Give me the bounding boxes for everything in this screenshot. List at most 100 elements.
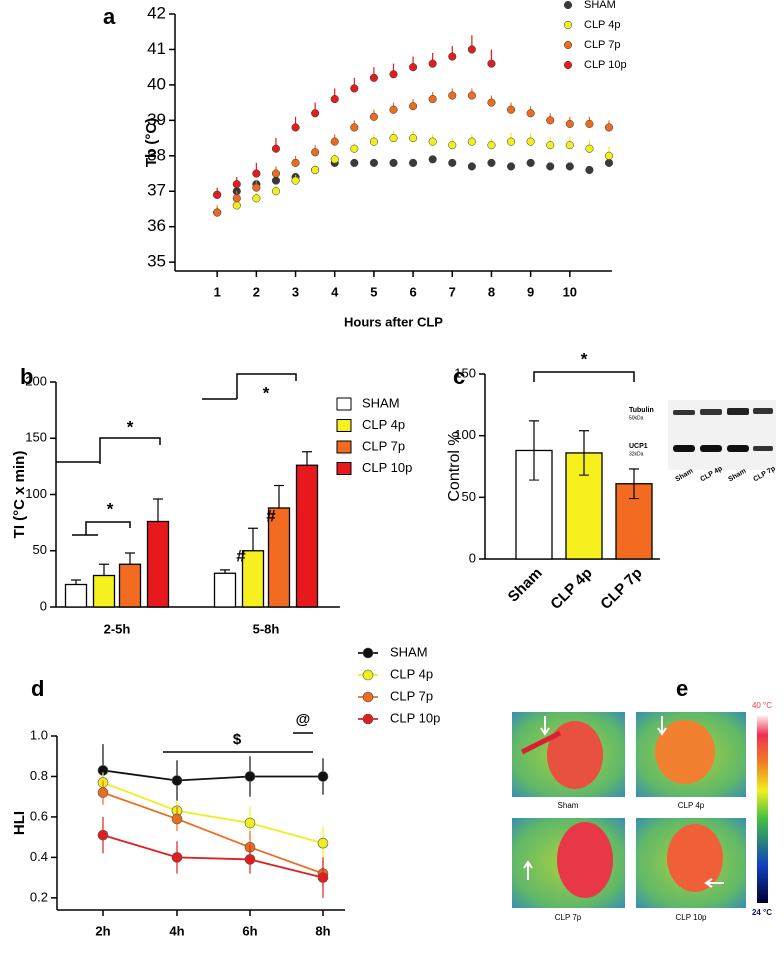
data-point	[252, 169, 261, 178]
x-tick-label: 6h	[242, 923, 257, 938]
image-caption: CLP 10p	[676, 913, 708, 922]
blot-lane-label: Sham	[727, 468, 747, 484]
y-tick-label: 100	[25, 486, 47, 501]
data-point	[213, 190, 222, 199]
y-tick-label: 200	[25, 373, 47, 388]
annotation: *	[107, 499, 114, 518]
data-point	[369, 137, 378, 146]
data-point	[350, 144, 359, 153]
annotation: *	[263, 383, 270, 402]
y-axis-title: Tb (°C)	[143, 118, 160, 167]
data-point	[369, 73, 378, 82]
y-tick-label: 150	[25, 430, 47, 445]
y-tick-label: 50	[462, 489, 476, 504]
thermal-subject	[667, 824, 723, 892]
x-tick-label: 8	[488, 284, 495, 299]
x-tick-label: 7	[449, 284, 456, 299]
data-point	[330, 137, 339, 146]
data-point	[389, 158, 398, 167]
y-tick-label: 37	[147, 181, 166, 200]
data-point	[244, 771, 256, 782]
data-point	[428, 95, 437, 104]
data-point	[546, 162, 555, 171]
blot-band	[753, 446, 773, 451]
x-tick-label: 6	[409, 284, 416, 299]
y-tick-label: 150	[454, 365, 476, 380]
thermal-subject	[655, 720, 715, 784]
blot-weight-label: 32kDa	[629, 451, 644, 457]
data-point	[252, 183, 261, 192]
western-blot: Tubulin 50kDa UCP1 32kDa Sham CLP 4p Sha…	[629, 400, 777, 483]
x-tick-label: 4	[331, 284, 339, 299]
arrow	[704, 878, 724, 888]
color-bar-min: 24 °C	[752, 908, 772, 917]
legend-swatch	[336, 462, 352, 475]
y-tick-label: 0.2	[30, 889, 48, 904]
annotation: $	[233, 731, 242, 748]
series-line	[102, 834, 324, 879]
legend-label: CLP 7p	[584, 39, 621, 51]
blot-band-label: Tubulin	[629, 407, 654, 414]
data-point	[369, 158, 378, 167]
legend-label: CLP 7p	[390, 688, 433, 703]
data-point	[487, 158, 496, 167]
data-point	[467, 91, 476, 100]
data-point	[467, 162, 476, 171]
data-point	[467, 45, 476, 54]
annotation: @	[296, 711, 311, 728]
arrow	[523, 860, 533, 880]
series-line	[102, 769, 323, 782]
bar	[295, 464, 319, 608]
legend-label: CLP 10p	[584, 59, 627, 71]
legend-label: SHAM	[584, 0, 616, 11]
x-tick-label: CLP 7p	[597, 565, 645, 613]
y-axis-title: HLI	[11, 811, 28, 835]
data-point	[97, 787, 109, 798]
significance-bracket	[202, 373, 297, 400]
data-point	[409, 158, 418, 167]
legend-marker	[563, 20, 573, 30]
data-point	[171, 852, 183, 863]
x-tick-label: 8h	[315, 923, 330, 938]
color-bar-max: 40 °C	[752, 701, 772, 710]
data-point	[271, 144, 281, 153]
data-point	[585, 165, 594, 175]
annotation: #	[266, 506, 276, 525]
data-point	[317, 771, 329, 782]
data-point	[389, 134, 398, 143]
y-tick-label: 0.8	[30, 768, 48, 783]
significance-bracket	[72, 521, 131, 536]
blot-band	[673, 445, 695, 452]
legend-label: CLP 10p	[362, 460, 412, 475]
data-point	[271, 176, 281, 185]
blot-band	[727, 408, 749, 415]
x-tick-label: 3	[292, 284, 299, 299]
x-tick-label: 1	[214, 284, 221, 299]
y-tick-label: 39	[147, 110, 166, 129]
arrow	[540, 716, 550, 736]
blot-band	[753, 408, 773, 414]
data-point	[389, 105, 398, 114]
data-point	[97, 829, 109, 841]
arrow	[657, 716, 667, 736]
data-point	[311, 165, 320, 175]
data-point	[506, 137, 516, 146]
blot-band-label: UCP1	[629, 443, 648, 450]
data-point	[369, 112, 378, 121]
blot-band	[700, 409, 722, 415]
data-point	[244, 854, 256, 865]
x-tick-label: 2h	[95, 923, 110, 938]
data-point	[317, 837, 329, 849]
x-axis-title: Hours after CLP	[344, 314, 443, 329]
data-point	[448, 158, 457, 167]
x-tick-label: 2-5h	[104, 621, 131, 636]
data-point	[487, 98, 496, 107]
data-point	[232, 180, 241, 189]
x-tick-label: 9	[527, 284, 534, 299]
data-point	[526, 137, 535, 146]
data-point	[409, 63, 418, 72]
data-point	[565, 141, 574, 150]
blot-band	[700, 445, 722, 452]
data-point	[487, 59, 496, 68]
